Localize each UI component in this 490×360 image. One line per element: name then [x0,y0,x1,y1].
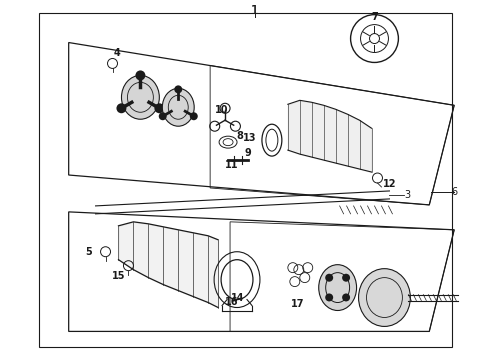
Text: 1: 1 [251,4,259,17]
Text: 16: 16 [225,297,239,306]
Circle shape [325,293,333,301]
Ellipse shape [359,269,410,327]
Circle shape [154,103,164,113]
Bar [39,13,452,347]
Text: 10: 10 [215,105,229,115]
Text: 13: 13 [243,133,257,143]
Text: 14: 14 [231,293,245,302]
Circle shape [325,274,333,282]
Text: 17: 17 [291,298,305,309]
Text: 5: 5 [85,247,92,257]
Text: 6: 6 [451,187,457,197]
Text: 11: 11 [225,160,239,170]
Ellipse shape [122,75,159,119]
Circle shape [174,85,182,93]
Text: 4: 4 [114,49,121,58]
Text: 15: 15 [112,271,125,281]
Text: 1: 1 [251,4,259,17]
Circle shape [159,112,167,120]
Ellipse shape [162,88,194,126]
Text: 7: 7 [371,12,378,22]
Circle shape [342,293,350,301]
Text: 8: 8 [237,131,244,141]
Text: 3: 3 [404,190,411,200]
Ellipse shape [318,265,357,310]
Circle shape [342,274,350,282]
Circle shape [135,71,146,80]
Circle shape [117,103,126,113]
Text: 9: 9 [245,148,251,158]
Circle shape [190,112,198,120]
Text: 12: 12 [383,179,396,189]
